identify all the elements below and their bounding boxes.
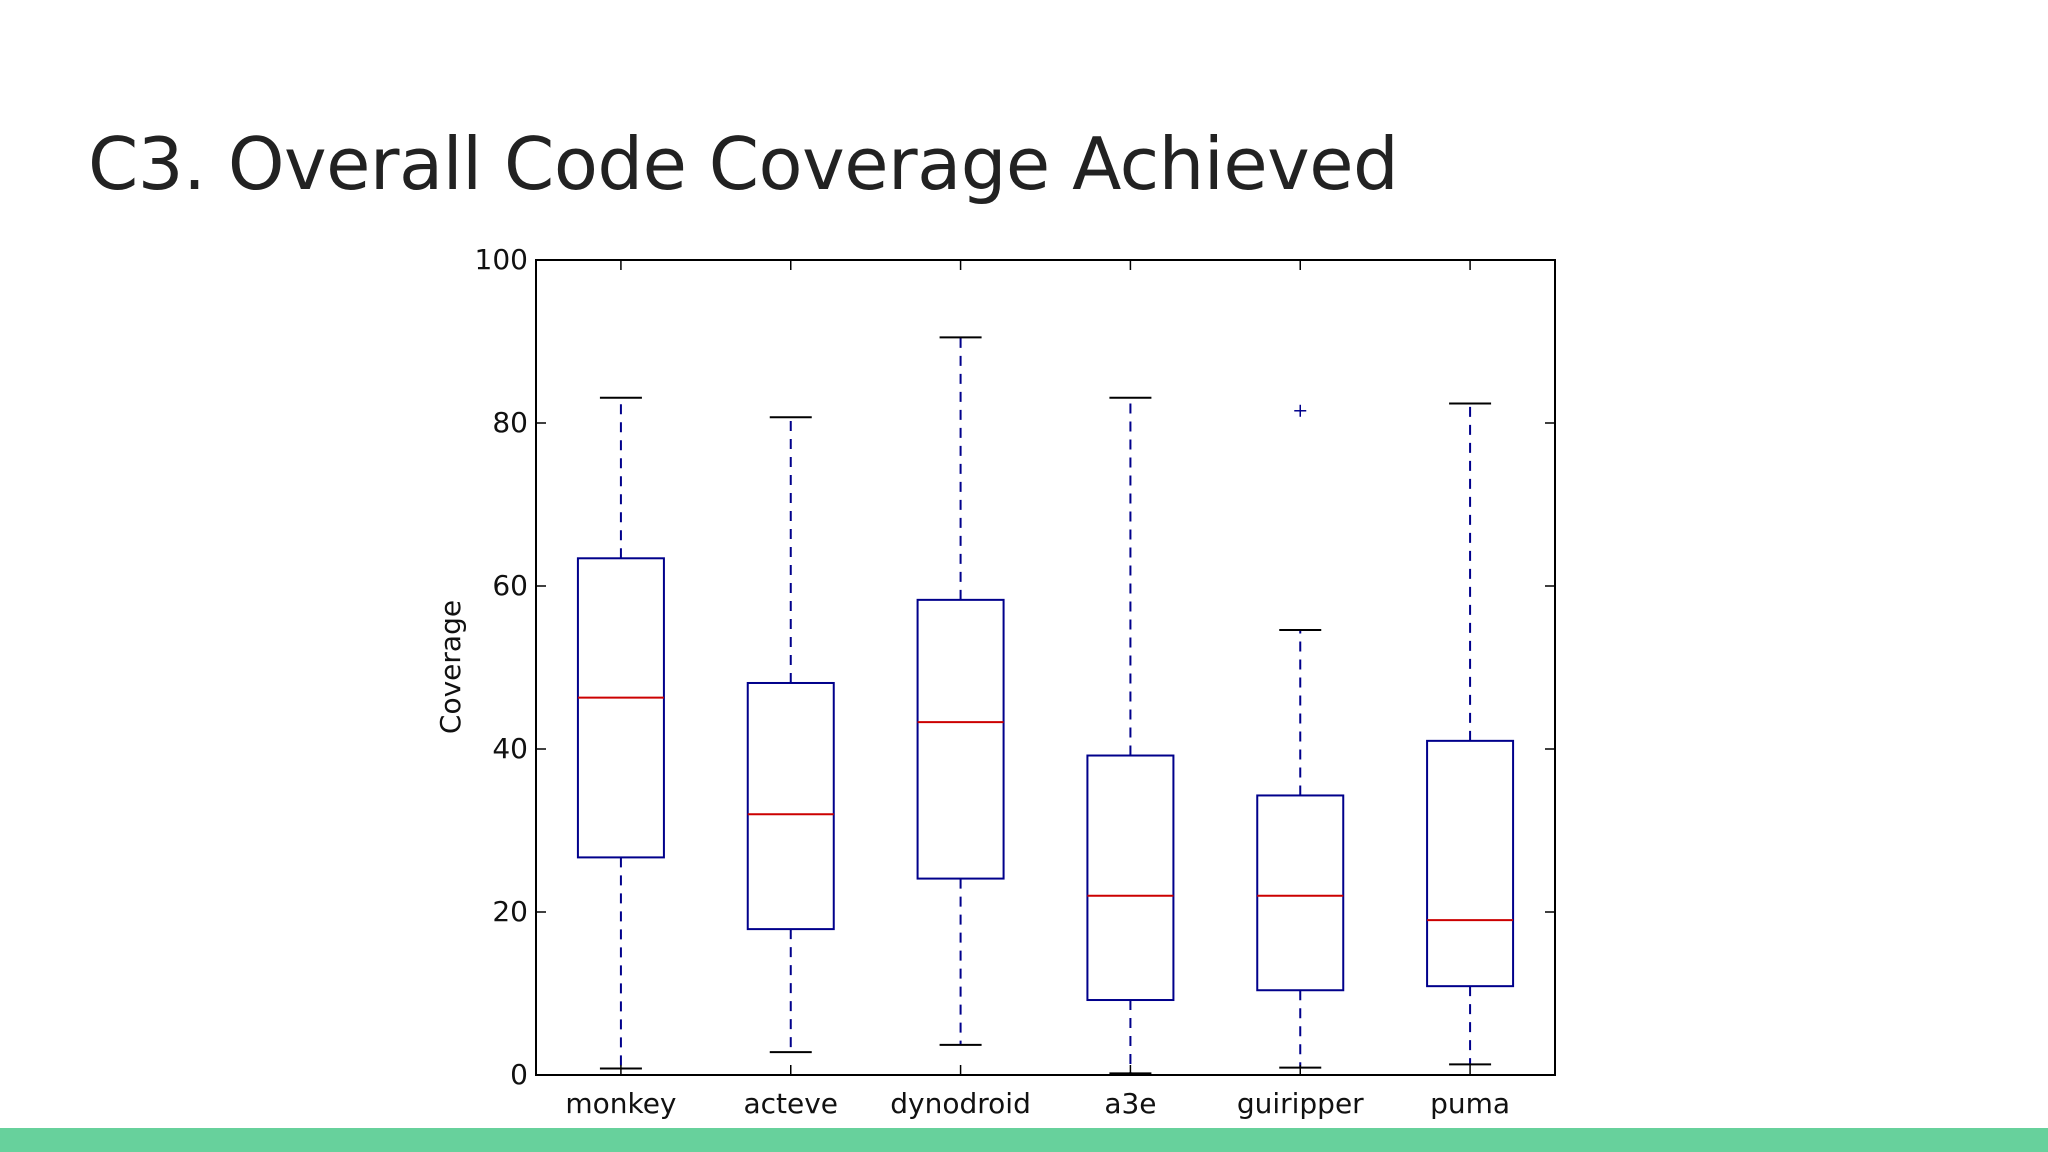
iqr-box — [916, 598, 1005, 880]
box-group-guiripper — [1256, 404, 1345, 1069]
iqr-box — [1086, 754, 1175, 1002]
y-tick-label: 0 — [510, 1058, 528, 1091]
x-category-label: guiripper — [1237, 1087, 1364, 1120]
y-axis-label: Coverage — [434, 600, 467, 734]
y-tick-label: 40 — [492, 732, 528, 765]
accent-bar — [0, 1128, 2048, 1152]
x-category-label: monkey — [565, 1087, 676, 1120]
x-category-label: puma — [1430, 1087, 1510, 1120]
plot-frame — [535, 259, 1556, 1076]
box-group-monkey — [576, 396, 665, 1070]
x-category-label: dynodroid — [890, 1087, 1031, 1120]
iqr-box — [576, 557, 665, 859]
y-tick-label: 60 — [492, 569, 528, 602]
y-tick-label: 100 — [475, 243, 528, 276]
box-group-dynodroid — [916, 336, 1005, 1046]
y-tick-label: 20 — [492, 895, 528, 928]
x-category-label: a3e — [1104, 1087, 1156, 1120]
y-tick-label: 80 — [492, 406, 528, 439]
iqr-box — [1426, 739, 1515, 988]
box-group-puma — [1426, 402, 1515, 1066]
box-group-a3e — [1086, 396, 1175, 1075]
iqr-box — [1256, 794, 1345, 992]
outlier-point — [1294, 404, 1307, 417]
iqr-box — [746, 681, 835, 931]
box-group-acteve — [746, 416, 835, 1054]
x-category-label: acteve — [743, 1087, 838, 1120]
slide-title: C3. Overall Code Coverage Achieved — [88, 122, 1399, 206]
